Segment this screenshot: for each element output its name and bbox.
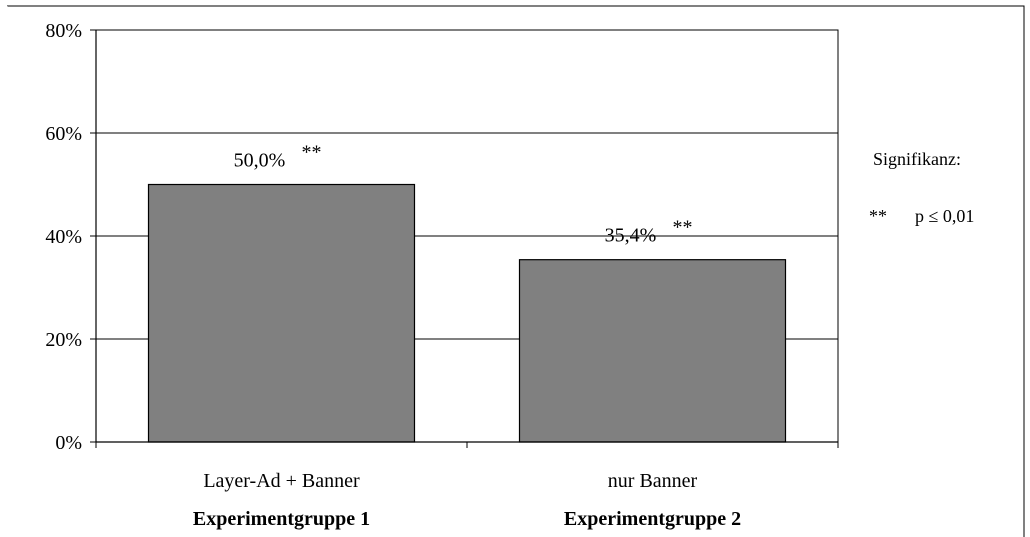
y-tick-label: 0% [55, 432, 82, 454]
category-label-1: Layer-Ad + Banner [203, 470, 360, 492]
legend-mark: ** [869, 206, 887, 226]
group-label-2: Experimentgruppe 2 [564, 508, 741, 530]
legend-title: Signifikanz: [873, 149, 961, 169]
axes [90, 29, 839, 448]
data-labels: 50,0% ** 35,4% ** [234, 142, 693, 247]
y-tick-label: 40% [45, 226, 82, 248]
significance-mark-2: ** [673, 217, 693, 239]
bar-2 [518, 259, 787, 443]
data-label-2: 35,4% [605, 225, 657, 247]
y-tick-labels: 0% 20% 40% 60% 80% [45, 20, 82, 454]
legend-entry-text: p ≤ 0,01 [915, 206, 974, 226]
y-tick-label: 20% [45, 329, 82, 351]
y-tick-label: 80% [45, 20, 82, 42]
y-tick-label: 60% [45, 123, 82, 145]
category-label-2: nur Banner [608, 470, 698, 492]
group-label-1: Experimentgruppe 1 [193, 508, 370, 530]
bars [147, 183, 787, 443]
significance-mark-1: ** [302, 142, 322, 164]
significance-legend: Signifikanz: ** p ≤ 0,01 [869, 149, 974, 226]
figure-frame [7, 5, 1025, 537]
bar-1 [147, 183, 416, 443]
data-label-1: 50,0% [234, 150, 286, 172]
category-labels: Layer-Ad + Banner Experimentgruppe 1 nur B… [193, 470, 741, 530]
